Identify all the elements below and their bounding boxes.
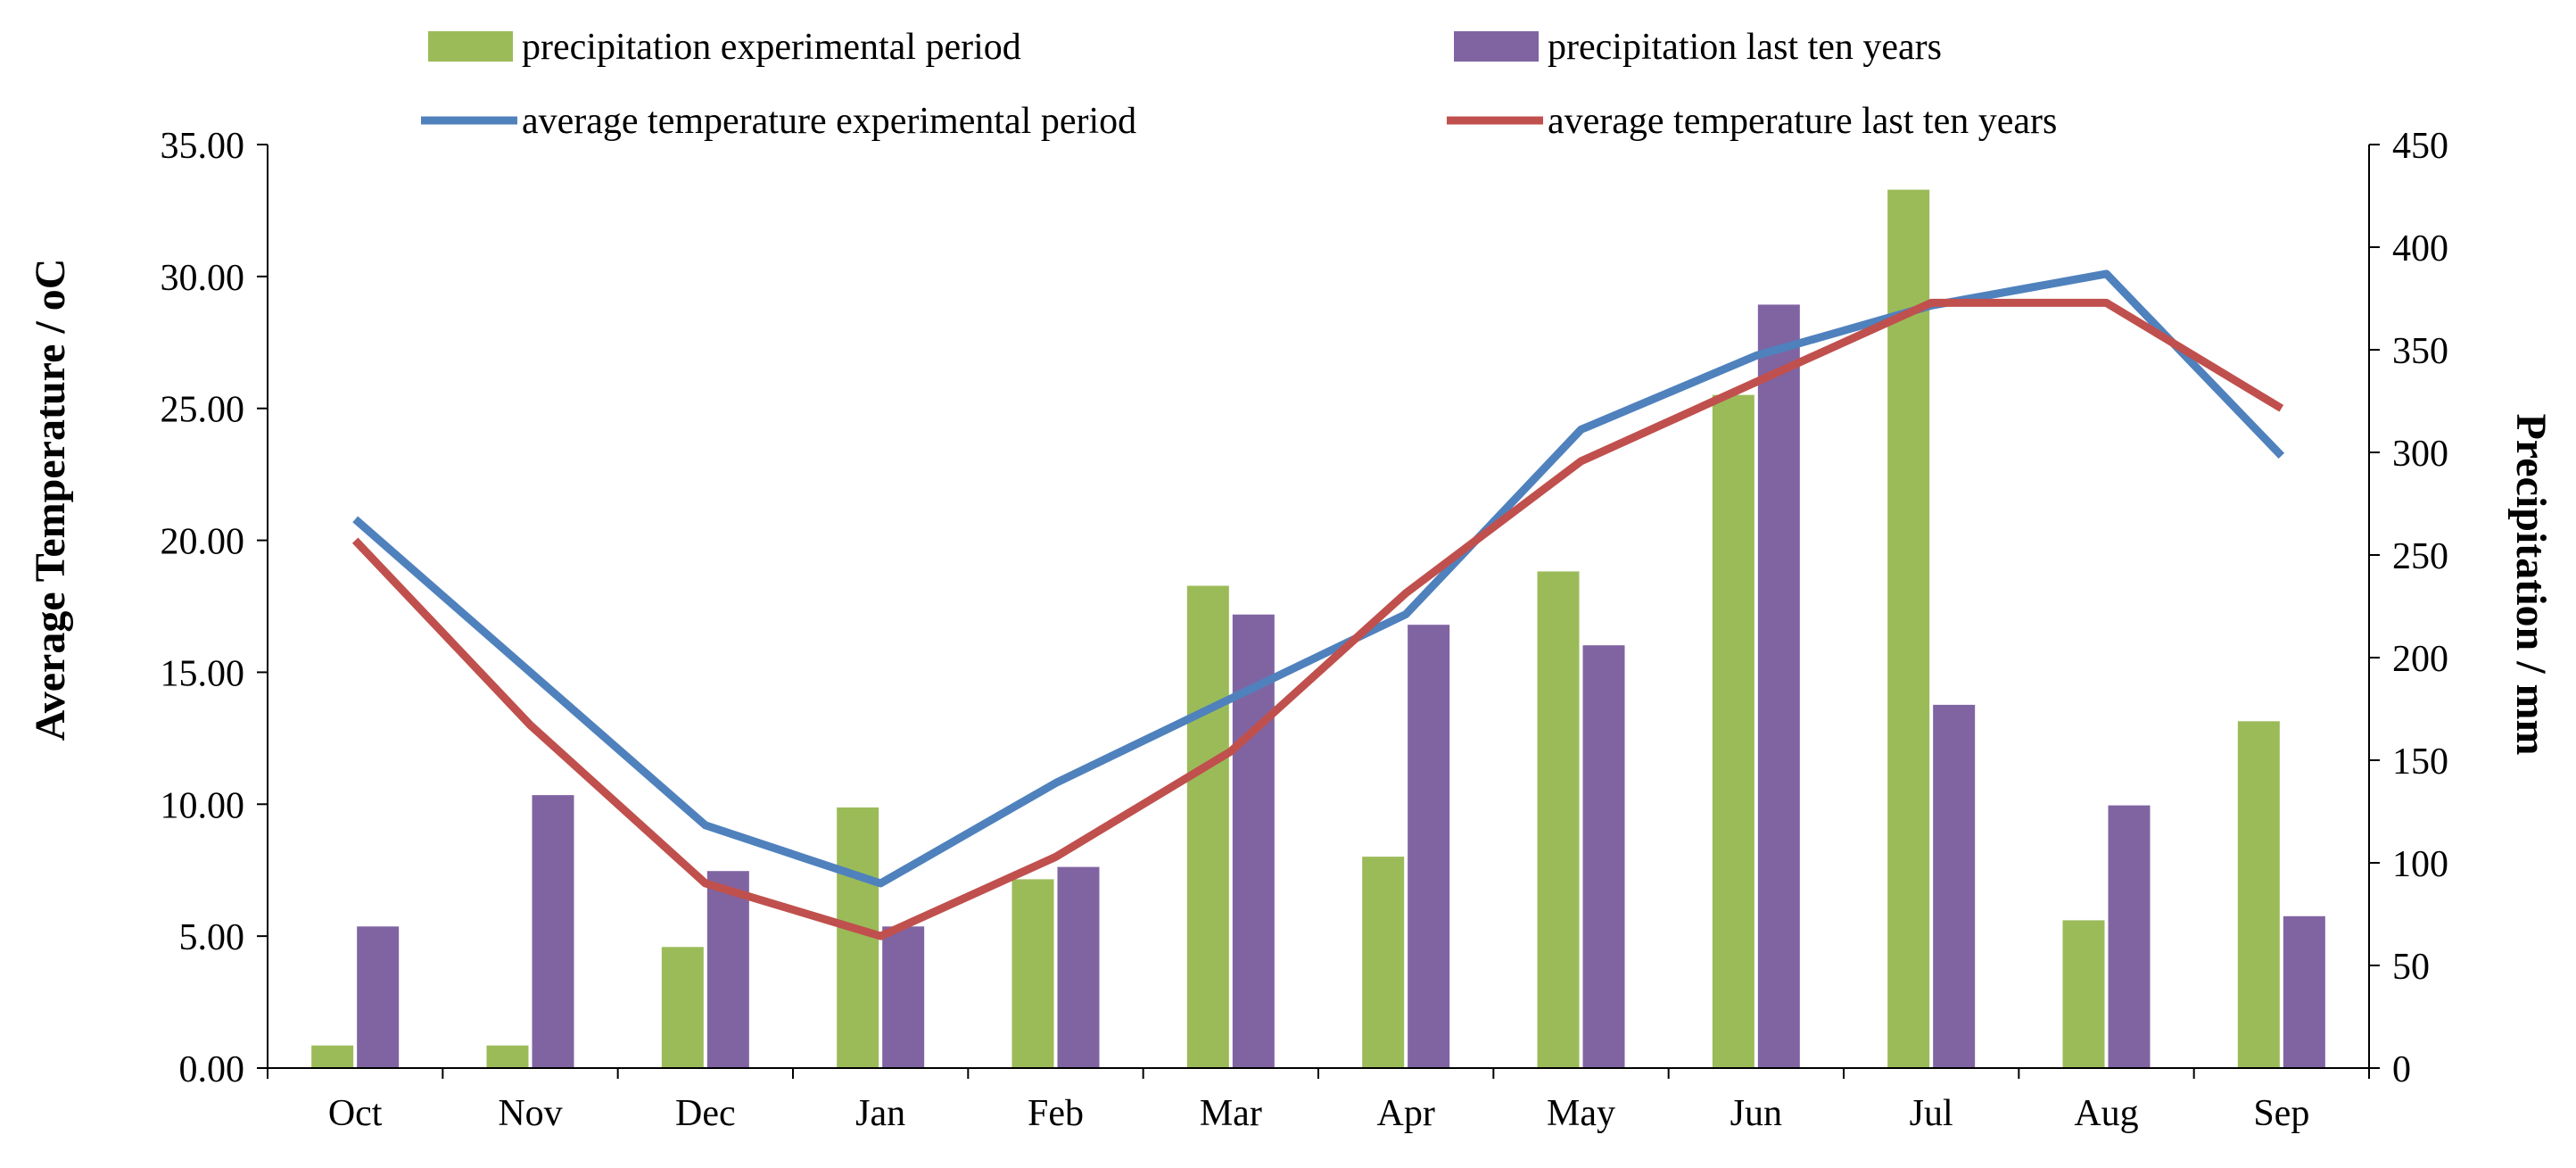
axes-layer: 0.00 5.00 10.00 15.00 20.00 25.00 30.00 35.00 0 5… bbox=[161, 126, 2449, 1134]
y-left-axis-title: Average Temperature / oC bbox=[27, 259, 74, 741]
bar-precip-experimental-apr bbox=[1362, 857, 1405, 1068]
bar-precip-ten-years-feb bbox=[1057, 866, 1100, 1068]
legend-precip-experimental-swatch bbox=[428, 31, 513, 62]
legend-precip-experimental-label: precipitation experimental period bbox=[522, 27, 1021, 68]
legend-temp-experimental-label: average temperature experimental period bbox=[522, 101, 1136, 142]
bar-precip-experimental-nov bbox=[486, 1045, 529, 1068]
y-left-tick-label: 25.00 bbox=[161, 390, 245, 431]
y-right-tick-label: 250 bbox=[2392, 536, 2448, 577]
bar-precip-ten-years-jan bbox=[882, 926, 925, 1068]
bar-precip-experimental-dec bbox=[661, 947, 704, 1068]
y-right-tick-label: 100 bbox=[2392, 844, 2448, 885]
bar-precip-ten-years-sep bbox=[2283, 915, 2325, 1068]
bar-precip-experimental-jan bbox=[837, 807, 879, 1068]
line-temp-ten-years bbox=[351, 298, 2284, 940]
bar-precip-experimental-jun bbox=[1712, 394, 1754, 1069]
bar-precip-ten-years-nov bbox=[532, 795, 574, 1068]
y-left-axis-unit-text: oC bbox=[27, 259, 74, 311]
bar-precip-ten-years-apr bbox=[1408, 625, 1450, 1068]
y-right-tick-label: 450 bbox=[2392, 126, 2448, 167]
bar-precip-experimental-jul bbox=[1887, 189, 1930, 1069]
y-right-tick-label: 0 bbox=[2392, 1049, 2411, 1090]
x-tick-label: Nov bbox=[498, 1093, 562, 1134]
y-left-tick-label: 20.00 bbox=[161, 522, 245, 563]
y-right-tick-label: 400 bbox=[2392, 228, 2448, 269]
legend-temp-ten-years-label: average temperature last ten years bbox=[1548, 101, 2057, 142]
y-right-tick-label: 300 bbox=[2392, 434, 2448, 475]
y-left-axis-title-text: Average Temperature / bbox=[27, 311, 74, 741]
bar-precip-experimental-oct bbox=[311, 1045, 354, 1068]
x-tick-label: Jul bbox=[1910, 1093, 1953, 1134]
y-right-tick-label: 50 bbox=[2392, 947, 2430, 988]
line-temp-experimental bbox=[352, 269, 2285, 888]
y-right-axis-title: Precipitation / mm bbox=[2507, 413, 2555, 755]
legend-precip-ten-years-label: precipitation last ten years bbox=[1548, 27, 1942, 68]
y-left-tick-label: 5.00 bbox=[179, 917, 245, 958]
bar-precip-experimental-sep bbox=[2237, 721, 2280, 1068]
y-left-tick-label: 0.00 bbox=[179, 1049, 245, 1090]
y-right-tick-label: 350 bbox=[2392, 331, 2448, 372]
y-left-tick-label: 15.00 bbox=[161, 653, 245, 694]
bar-precip-ten-years-oct bbox=[357, 926, 400, 1068]
legend: precipitation experimental period precipi… bbox=[421, 27, 2057, 142]
bar-precip-ten-years-dec bbox=[706, 871, 749, 1068]
bar-precip-experimental-mar bbox=[1186, 585, 1229, 1068]
bar-precip-ten-years-jun bbox=[1757, 304, 1800, 1068]
y-right-tick-label: 200 bbox=[2392, 639, 2448, 680]
x-tick-label: May bbox=[1547, 1093, 1615, 1134]
bar-precip-ten-years-aug bbox=[2108, 805, 2151, 1068]
y-left-tick-label: 30.00 bbox=[161, 258, 245, 299]
line-layer bbox=[351, 269, 2285, 940]
x-tick-label: Aug bbox=[2074, 1093, 2138, 1134]
bar-precip-experimental-may bbox=[1537, 571, 1580, 1068]
x-tick-label: Apr bbox=[1377, 1093, 1435, 1134]
x-tick-label: Mar bbox=[1200, 1093, 1262, 1134]
x-tick-label: Oct bbox=[328, 1093, 383, 1134]
bar-precip-ten-years-jul bbox=[1933, 704, 1976, 1068]
legend-precip-ten-years-swatch bbox=[1454, 31, 1539, 62]
x-tick-label: Sep bbox=[2253, 1093, 2309, 1134]
x-tick-label: Jan bbox=[855, 1093, 905, 1134]
y-left-tick-label: 10.00 bbox=[161, 785, 245, 826]
x-tick-label: Feb bbox=[1028, 1093, 1084, 1134]
bar-layer bbox=[311, 189, 2325, 1069]
x-tick-label: Dec bbox=[675, 1093, 736, 1134]
bar-precip-experimental-feb bbox=[1011, 879, 1054, 1068]
bar-precip-experimental-aug bbox=[2062, 920, 2105, 1068]
x-tick-label: Jun bbox=[1730, 1093, 1782, 1134]
y-left-tick-label: 35.00 bbox=[161, 126, 245, 167]
y-right-tick-label: 150 bbox=[2392, 741, 2448, 783]
bar-precip-ten-years-may bbox=[1582, 645, 1625, 1068]
